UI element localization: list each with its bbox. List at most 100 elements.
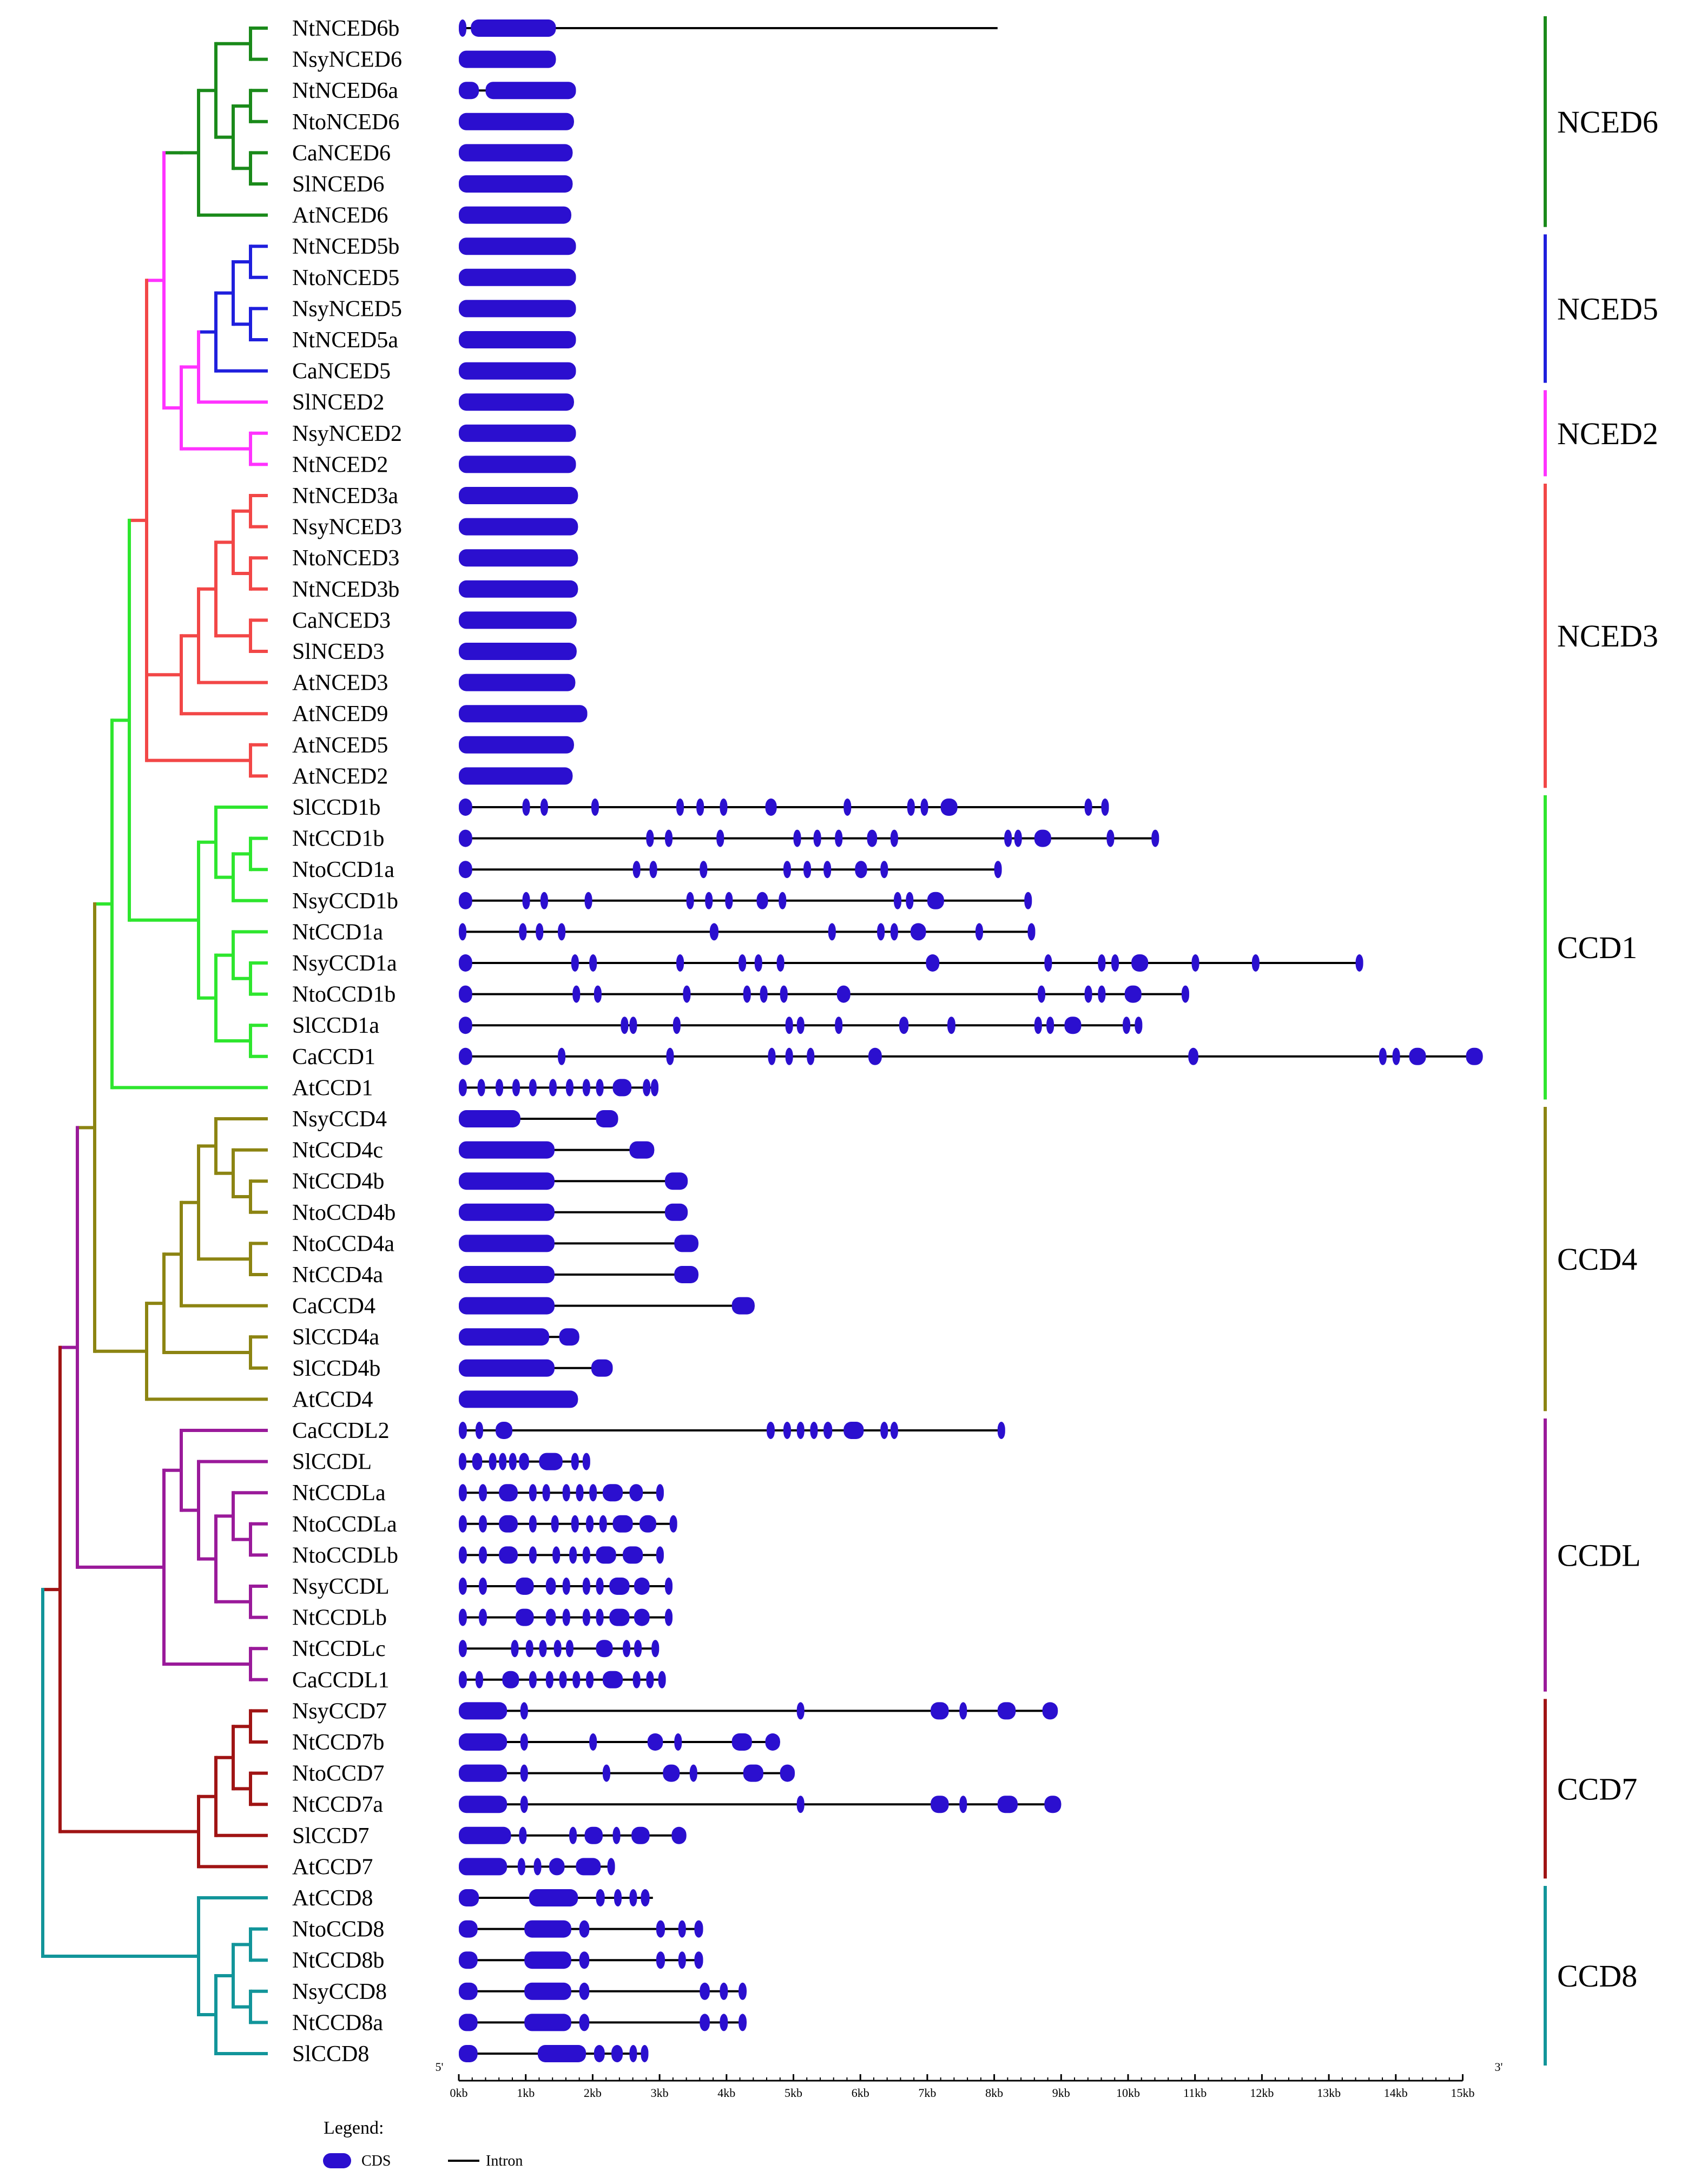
cds-exon <box>1042 1702 1058 1720</box>
cds-exon <box>676 799 684 816</box>
cds-exon <box>623 1640 631 1658</box>
cds-exon <box>1004 829 1012 847</box>
cds-exon <box>1355 954 1363 972</box>
gene-name-label: NsyCCDL <box>292 1574 390 1599</box>
cds-exon <box>524 2014 571 2031</box>
cds-exon <box>1038 985 1046 1003</box>
gene-name-label: AtCCD7 <box>292 1855 373 1879</box>
gene-structure-row <box>459 300 576 318</box>
gene-name-label: NtoCCD4b <box>292 1200 396 1225</box>
gene-structure-row <box>459 1266 698 1283</box>
cds-exon <box>529 1889 578 1906</box>
cds-exon <box>629 1484 643 1502</box>
cds-exon <box>899 1017 909 1034</box>
cds-exon <box>731 1733 752 1751</box>
cds-exon <box>666 1047 674 1065</box>
cds-exon <box>549 1079 557 1097</box>
subfamily-label: NCED2 <box>1557 416 1658 451</box>
cds-exon <box>890 923 898 941</box>
cds-exon <box>602 1671 623 1688</box>
cds-exon <box>700 861 708 879</box>
cds-exon <box>867 829 878 847</box>
cds-exon <box>479 1484 487 1502</box>
cds-exon <box>716 829 724 847</box>
cds-exon <box>1084 985 1092 1003</box>
cds-exon <box>459 50 556 68</box>
cds-exon <box>768 1047 776 1065</box>
cds-exon <box>664 1172 688 1190</box>
cds-exon <box>709 923 719 941</box>
cds-exon <box>1024 892 1032 909</box>
gene-name-label: CaNCED5 <box>292 359 391 384</box>
gene-name-label: SlCCD1a <box>292 1013 379 1038</box>
gene-name-label: NtCCD8b <box>292 1948 384 1973</box>
cds-exon <box>579 1951 590 1969</box>
cds-exon <box>471 19 556 37</box>
cds-exon <box>656 1484 664 1502</box>
cds-exon <box>459 487 578 504</box>
cds-exon <box>562 1484 570 1502</box>
cds-exon <box>591 799 599 816</box>
gene-structure-row <box>459 393 574 411</box>
cds-exon <box>459 1328 549 1346</box>
cds-exon <box>511 1640 519 1658</box>
cds-exon <box>489 1453 497 1470</box>
cds-exon <box>459 923 466 941</box>
cds-exon <box>1466 1047 1483 1065</box>
cds-exon <box>552 1546 561 1564</box>
axis-5-prime-label: 5' <box>436 2060 444 2074</box>
cds-exon <box>664 1203 688 1221</box>
cds-exon <box>459 331 576 348</box>
cds-exon <box>646 829 654 847</box>
cds-exon <box>459 1702 507 1720</box>
gene-name-label: SlCCDL <box>292 1450 372 1475</box>
cds-exon <box>524 1982 571 2000</box>
gene-name-label: NtCCD7a <box>292 1792 383 1817</box>
cds-exon <box>931 1702 949 1720</box>
cds-exon <box>694 1951 703 1969</box>
cds-exon <box>545 1671 553 1688</box>
cds-exon <box>459 19 466 37</box>
cds-exon <box>571 954 579 972</box>
cds-exon <box>582 1608 590 1626</box>
cds-exon <box>906 892 914 909</box>
cds-exon <box>459 1671 467 1688</box>
cds-exon <box>743 1764 763 1782</box>
cds-exon <box>525 1640 533 1658</box>
gene-name-label: NtCCD7b <box>292 1730 384 1755</box>
subfamily-label: CCD7 <box>1557 1771 1637 1806</box>
gene-structure-row <box>459 1172 688 1190</box>
gene-name-label: CaCCD1 <box>292 1045 375 1070</box>
cds-exon <box>459 643 577 660</box>
cds-exon <box>459 1733 507 1751</box>
cds-exon <box>683 985 691 1003</box>
axis-tick-label: 2kb <box>584 2086 602 2100</box>
gene-name-label: NtCCDLc <box>292 1637 386 1661</box>
cds-exon <box>599 1515 607 1533</box>
cds-exon <box>880 1422 888 1439</box>
axis-tick-label: 6kb <box>852 2086 869 2100</box>
cds-exon <box>524 1951 571 1969</box>
cds-exon <box>520 1796 528 1813</box>
cds-exon <box>499 1453 507 1470</box>
cds-exon <box>576 1484 584 1502</box>
cds-exon <box>502 1671 519 1688</box>
cds-exon <box>836 985 851 1003</box>
gene-name-label: NtCCD1b <box>292 827 384 852</box>
gene-structure-row <box>459 1608 673 1626</box>
cds-exon <box>674 1266 698 1283</box>
cds-exon <box>1191 954 1199 972</box>
gene-structure-row <box>459 954 1363 972</box>
cds-exon <box>459 985 472 1003</box>
cds-exon <box>674 1235 698 1252</box>
gene-structure-row <box>459 2014 747 2031</box>
cds-exon <box>522 799 530 816</box>
gene-structure-row <box>459 518 578 536</box>
cds-exon <box>669 1515 677 1533</box>
cds-exon <box>631 1826 650 1844</box>
cds-exon <box>959 1796 967 1813</box>
gene-name-label: SlCCD4b <box>292 1356 380 1381</box>
cds-exon <box>658 1671 666 1688</box>
cds-exon <box>542 1484 550 1502</box>
gene-structure-row <box>459 1047 1483 1065</box>
